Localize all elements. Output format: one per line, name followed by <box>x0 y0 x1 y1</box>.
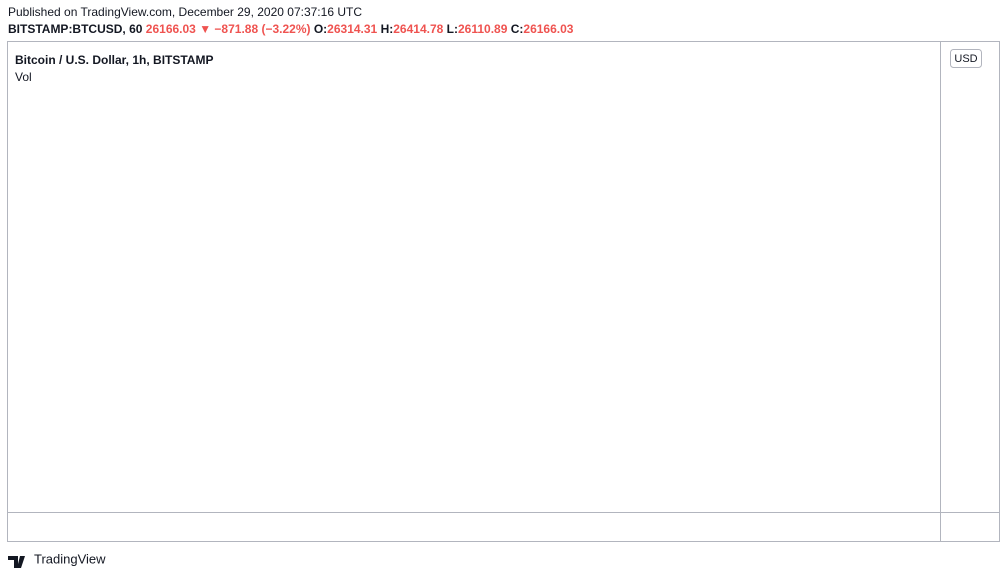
c: 26166.03 <box>523 22 574 36</box>
frame <box>7 41 1000 542</box>
symbol-line: BITSTAMP:BTCUSD, 60 26166.03 ▼ −871.88 (… <box>8 22 573 36</box>
l-label: L: <box>446 22 458 36</box>
last: 26166.03 <box>145 22 196 36</box>
currency: USD <box>954 53 977 65</box>
change: ▼ −871.88 (−3.22%) <box>199 22 311 36</box>
published: Published on TradingView.com, December 2… <box>8 5 362 19</box>
l: 26110.89 <box>457 22 508 36</box>
h-label: H: <box>380 22 394 36</box>
c-label: C: <box>510 22 524 36</box>
logo: TradingView <box>8 551 106 568</box>
legend-title: Bitcoin / U.S. Dollar, 1h, BITSTAMP <box>15 53 213 67</box>
o-label: O: <box>313 22 328 36</box>
symbol: BITSTAMP:BTCUSD, 60 <box>8 22 143 36</box>
h: 26414.78 <box>393 22 444 36</box>
o: 26314.31 <box>327 22 378 36</box>
currency-box <box>950 49 982 68</box>
brand: TradingView <box>34 551 106 566</box>
volume-label: Vol <box>15 70 32 84</box>
